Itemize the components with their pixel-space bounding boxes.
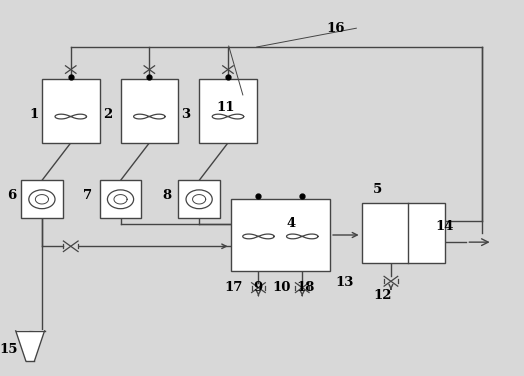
Text: 14: 14 xyxy=(435,220,454,233)
Text: 1: 1 xyxy=(29,108,39,121)
Bar xyxy=(100,180,141,218)
Text: 11: 11 xyxy=(216,101,235,114)
Bar xyxy=(178,180,220,218)
Polygon shape xyxy=(16,331,45,361)
Text: 10: 10 xyxy=(272,281,291,294)
Text: 3: 3 xyxy=(181,108,191,121)
Text: 15: 15 xyxy=(0,343,18,356)
Text: 17: 17 xyxy=(224,281,243,294)
Text: 7: 7 xyxy=(83,189,93,202)
Bar xyxy=(362,203,445,263)
Text: 5: 5 xyxy=(373,183,382,196)
Text: 4: 4 xyxy=(286,217,296,230)
Bar xyxy=(21,180,63,218)
Bar xyxy=(199,79,257,143)
Text: 12: 12 xyxy=(373,289,392,302)
Bar xyxy=(231,199,330,271)
Text: 18: 18 xyxy=(296,281,315,294)
Text: 8: 8 xyxy=(162,189,171,202)
Text: 2: 2 xyxy=(103,108,112,121)
Text: 6: 6 xyxy=(7,189,16,202)
Text: 13: 13 xyxy=(335,276,354,288)
Bar xyxy=(121,79,178,143)
Text: 16: 16 xyxy=(326,22,345,35)
Text: 9: 9 xyxy=(253,281,263,294)
Bar xyxy=(42,79,100,143)
